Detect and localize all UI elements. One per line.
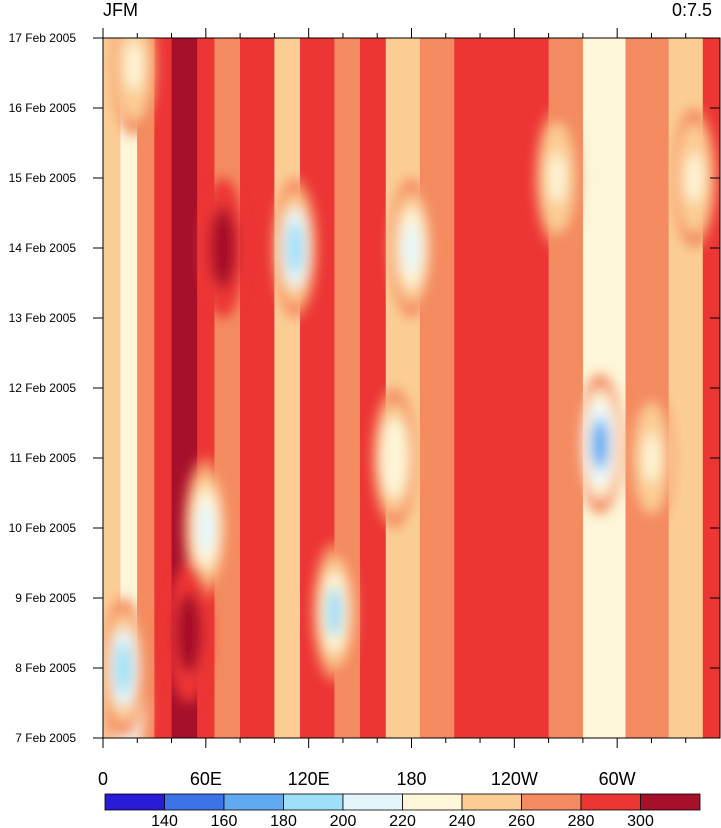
- band-8: [274, 38, 301, 738]
- colorbar-label-6: 260: [508, 813, 535, 828]
- colorbar-label-8: 300: [627, 813, 654, 828]
- y-tick-label-6: 13 Feb 2005: [9, 311, 77, 325]
- x-tick-label-0: 0: [98, 769, 108, 789]
- anomaly-11: [372, 388, 417, 528]
- x-tick-label-4: 120W: [491, 769, 538, 789]
- y-tick-label-10: 17 Feb 2005: [9, 31, 77, 45]
- band-17: [625, 38, 669, 738]
- colorbar-swatch-6: [461, 793, 522, 811]
- y-tick-label-4: 11 Feb 2005: [10, 451, 77, 465]
- band-11: [360, 38, 386, 738]
- colorbar-label-4: 220: [389, 813, 416, 828]
- y-tick-label-0: 7 Feb 2005: [15, 731, 76, 745]
- x-axis: 0 60E 120E 180 120W 60W: [98, 28, 687, 789]
- colorbar-swatch-5: [402, 793, 463, 811]
- x-tick-label-1: 60E: [190, 769, 222, 789]
- plot-area: [103, 38, 720, 738]
- anomaly-13: [103, 598, 146, 738]
- anomaly-7: [672, 108, 717, 248]
- y-tick-label-1: 8 Feb 2005: [15, 661, 76, 675]
- x-tick-label-5: 60W: [599, 769, 636, 789]
- x-tick-label-3: 180: [396, 769, 426, 789]
- anomaly-0: [578, 374, 623, 514]
- band-7: [240, 38, 275, 738]
- anomaly-2: [183, 458, 228, 598]
- band-2: [137, 38, 155, 738]
- title-left: JFM: [103, 0, 138, 20]
- band-1: [120, 38, 138, 738]
- band-12: [385, 38, 421, 738]
- x-tick-label-2: 120E: [288, 769, 330, 789]
- band-14: [454, 38, 549, 738]
- anomaly-3: [312, 542, 357, 682]
- band-0: [103, 38, 121, 738]
- colorbar-swatch-1: [164, 793, 225, 811]
- y-tick-label-8: 15 Feb 2005: [9, 171, 77, 185]
- colorbar-label-5: 240: [449, 813, 476, 828]
- colorbar-label-3: 200: [330, 813, 357, 828]
- colorbar-label-1: 160: [211, 813, 238, 828]
- y-tick-label-2: 9 Feb 2005: [15, 591, 76, 605]
- colorbar-label-7: 280: [568, 813, 595, 828]
- colorbar-swatch-7: [521, 793, 582, 811]
- band-3: [154, 38, 172, 738]
- anomaly-5: [389, 178, 434, 318]
- y-tick-label-3: 10 Feb 2005: [9, 521, 77, 535]
- colorbar-swatch-0: [104, 793, 165, 811]
- colorbar-label-0: 140: [151, 813, 178, 828]
- anomaly-10: [166, 563, 211, 703]
- title-right: 0:7.5: [672, 0, 712, 20]
- anomaly-blobs: [103, 38, 717, 738]
- y-tick-label-9: 16 Feb 2005: [9, 101, 77, 115]
- anomaly-8: [111, 38, 156, 136]
- colorbar-label-2: 180: [270, 813, 297, 828]
- anomaly-9: [200, 178, 245, 318]
- anomaly-12: [629, 388, 674, 528]
- y-tick-label-7: 14 Feb 2005: [9, 241, 77, 255]
- colorbar-swatch-4: [342, 793, 403, 811]
- y-axis: 7 Feb 2005 8 Feb 2005 9 Feb 2005 10 Feb 200…: [9, 31, 720, 745]
- band-13: [420, 38, 455, 738]
- colorbar: 140 160 180 200 220 240 260 280 300: [104, 793, 701, 828]
- anomaly-1: [272, 178, 317, 318]
- colorbar-swatch-8: [580, 793, 641, 811]
- colorbar-swatch-2: [223, 793, 284, 811]
- y-tick-label-5: 12 Feb 2005: [9, 381, 77, 395]
- colorbar-swatch-3: [283, 793, 344, 811]
- band-6: [214, 38, 241, 738]
- anomaly-6: [535, 108, 580, 248]
- colorbar-swatch-9: [640, 793, 701, 811]
